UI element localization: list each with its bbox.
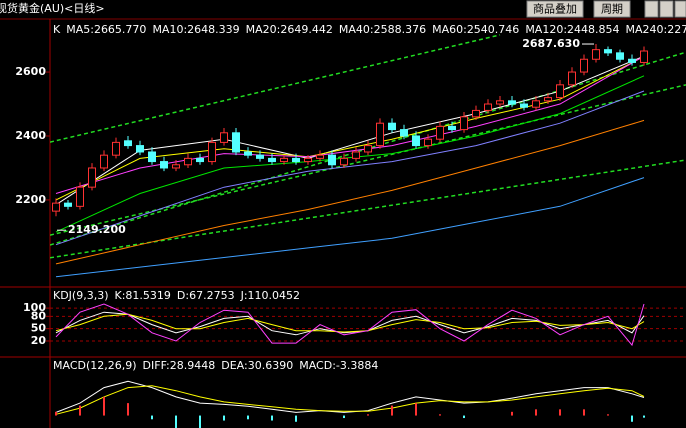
candle-body xyxy=(280,157,288,163)
candle-body xyxy=(520,103,528,108)
candle-body xyxy=(412,135,420,147)
annotation: 2687.630 xyxy=(522,37,580,50)
line xyxy=(55,90,645,246)
legend-entry: D:67.2753 xyxy=(177,289,235,302)
y-tick-label: 2400 xyxy=(15,129,46,142)
panel-title: KDJ(9,3,3) xyxy=(53,289,109,302)
panel-title: MACD(12,26,9) xyxy=(53,359,137,372)
legend-entry: MA60:2540.746 xyxy=(432,23,519,36)
button[interactable] xyxy=(526,0,584,18)
candle-body xyxy=(376,122,384,147)
candle-body xyxy=(592,49,600,60)
candle-body xyxy=(148,151,156,163)
legend-entry: MA10:2648.339 xyxy=(152,23,239,36)
candle-body xyxy=(544,97,552,102)
candle-body xyxy=(568,71,576,86)
legend-entry: MA5:2665.770 xyxy=(66,23,146,36)
trendline xyxy=(50,34,501,143)
candle-body xyxy=(292,157,300,163)
candle-body xyxy=(340,157,348,166)
candle-body xyxy=(400,129,408,137)
y-tick-label: 80 xyxy=(31,309,47,322)
candle-body xyxy=(316,154,324,159)
y-tick-label: 100 xyxy=(23,301,46,314)
annotation: 2149.200 xyxy=(68,223,126,236)
candle-body xyxy=(424,138,432,147)
candle-body xyxy=(580,58,588,73)
candle-body xyxy=(172,164,180,169)
legend-entry: MA120:2448.854 xyxy=(525,23,619,36)
panel-label: K xyxy=(53,23,61,36)
candle-body xyxy=(604,49,612,54)
y-tick-label: 20 xyxy=(31,334,47,347)
price-panel xyxy=(50,34,686,278)
line xyxy=(55,75,645,233)
candle-body xyxy=(508,100,516,105)
legend-entry: MA40:2588.376 xyxy=(339,23,426,36)
candle-body xyxy=(220,132,228,143)
candle-body xyxy=(136,145,144,153)
candle-body xyxy=(616,52,624,60)
candle-body xyxy=(124,140,132,147)
legend-entry: J:110.0452 xyxy=(240,289,300,302)
candle-body xyxy=(640,50,648,63)
legend-entry: K:81.5319 xyxy=(115,289,171,302)
legend-entry: DEA:30.6390 xyxy=(221,359,293,372)
candle-body xyxy=(472,109,480,118)
candle-body xyxy=(364,145,372,153)
candle-body xyxy=(100,154,108,169)
candle-body xyxy=(232,132,240,153)
candle-body xyxy=(388,122,396,131)
candle-body xyxy=(208,141,216,163)
candle-body xyxy=(112,141,120,156)
button-label[interactable]: 周期 xyxy=(601,3,623,16)
candle-body xyxy=(436,125,444,140)
legend-entry: MA240:2278 xyxy=(626,23,686,36)
candle-body xyxy=(328,154,336,166)
line xyxy=(55,55,645,194)
icon-button[interactable] xyxy=(644,0,659,18)
candle-body xyxy=(448,125,456,131)
icon-button[interactable] xyxy=(674,0,686,18)
candle-body xyxy=(184,157,192,166)
candle-body xyxy=(484,103,492,111)
candle-body xyxy=(556,84,564,99)
title: 现货黄金(AU)<日线> xyxy=(0,1,105,15)
candle-body xyxy=(88,167,96,188)
candle-body xyxy=(196,157,204,163)
candle-body xyxy=(628,58,636,63)
legend-entry: MA20:2649.442 xyxy=(246,23,333,36)
candle-body xyxy=(256,154,264,159)
line xyxy=(55,303,645,347)
line xyxy=(55,385,645,415)
candle-body xyxy=(76,186,84,207)
candle-body xyxy=(64,202,72,207)
line xyxy=(55,119,645,265)
legend-entry: MACD:-3.3884 xyxy=(299,359,378,372)
y-tick-label: 50 xyxy=(31,322,47,335)
candle-body xyxy=(160,161,168,169)
icon-button[interactable] xyxy=(659,0,674,18)
candle-body xyxy=(496,100,504,105)
candle-body xyxy=(268,157,276,163)
candle-body xyxy=(532,100,540,108)
kdj-panel xyxy=(50,303,686,347)
candle-body xyxy=(352,151,360,159)
line xyxy=(55,177,645,278)
candle-body xyxy=(304,157,312,163)
candle-body xyxy=(52,202,60,212)
labels: 2200 2400 2600 2687.630 2149.200 K MA5:2665.77… xyxy=(15,23,686,372)
y-tick-label: 2600 xyxy=(15,65,46,78)
y-tick-label: 2200 xyxy=(15,193,46,206)
candle-body xyxy=(244,151,252,156)
candle-body xyxy=(460,116,468,131)
button-label[interactable]: 商品叠加 xyxy=(533,2,577,16)
line xyxy=(55,55,645,206)
macd-panel xyxy=(55,380,645,428)
line xyxy=(55,313,645,333)
button[interactable] xyxy=(593,0,631,18)
legend-entry: DIFF:28.9448 xyxy=(143,359,216,372)
